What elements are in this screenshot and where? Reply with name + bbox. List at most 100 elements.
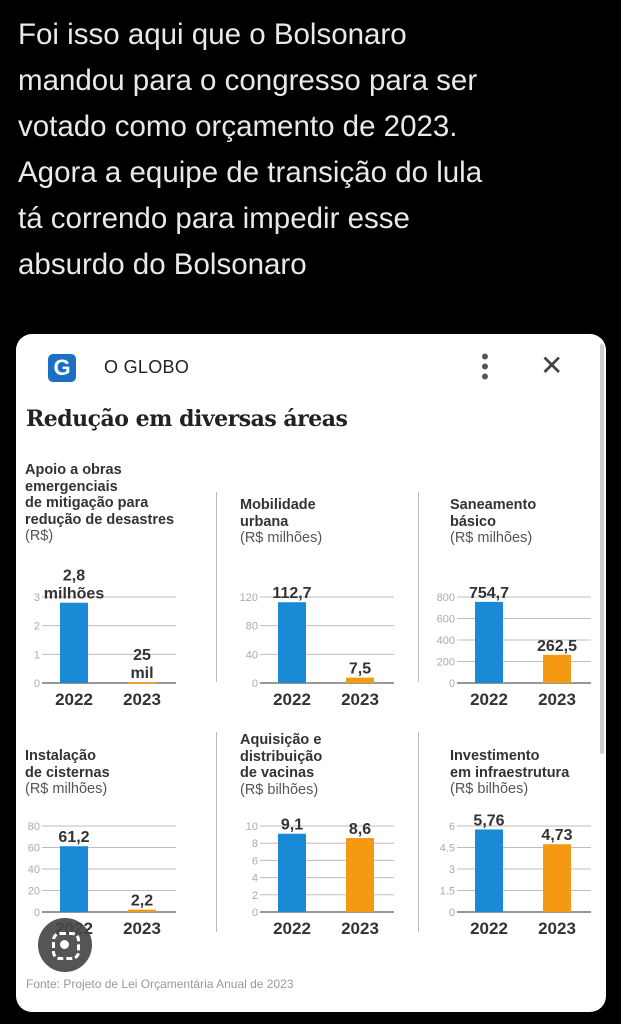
panel-unit: (R$ bilhões) [240, 781, 319, 798]
y-tick-label: 8 [252, 838, 258, 850]
tweet-text: Foi isso aqui que o Bolsonaro mandou par… [18, 12, 613, 288]
chart-title: Redução em diversas áreas [26, 406, 348, 432]
tweet-line: mandou para o congresso para ser [18, 64, 478, 97]
panel-unit: (R$ milhões) [450, 530, 533, 546]
data-label: 2,8 [63, 568, 85, 585]
panel-unit: (R$ milhões) [25, 781, 108, 797]
bar-2023 [346, 838, 374, 912]
panel-title: Saneamento básico (R$ milhões) [450, 497, 536, 547]
y-tick-label: 60 [28, 843, 40, 855]
panel-unit: (R$ bilhões) [450, 781, 529, 797]
tweet-line: Agora a equipe de transição do lula [18, 156, 483, 189]
x-tick-label: 2022 [470, 919, 508, 938]
y-tick-label: 10 [246, 821, 258, 833]
y-tick-label: 6 [449, 821, 455, 833]
bar-chart: 0 40 80 120 112,7 2022 7,5 2023 [240, 585, 394, 709]
y-tick-label: 0 [34, 907, 40, 919]
data-label: 754,7 [469, 585, 509, 602]
x-tick-label: 2023 [538, 919, 576, 938]
bar-2023 [128, 909, 156, 912]
y-tick-label: 2 [34, 621, 40, 633]
source-name: O GLOBO [104, 357, 190, 377]
y-tick-label: 400 [437, 635, 455, 647]
panel-title-line: Investimento [450, 748, 540, 764]
o-globo-logo: G [48, 354, 76, 382]
data-label: 61,2 [58, 829, 89, 846]
y-tick-label: 40 [246, 649, 258, 661]
panel-title: Apoio a obras emergenciais de mitigação pa… [25, 462, 174, 545]
tweet-line: absurdo do Bolsonaro [18, 248, 307, 281]
y-tick-label: 80 [28, 821, 40, 833]
y-tick-label: 0 [252, 678, 258, 690]
x-tick-label: 2023 [341, 919, 379, 938]
x-tick-label: 2022 [273, 919, 311, 938]
y-tick-label: 3 [449, 864, 455, 876]
panel-title-line: de mitigação para [25, 495, 149, 511]
y-tick-label: 600 [437, 614, 455, 626]
x-tick-label: 2023 [123, 919, 161, 938]
panel-title-line: Apoio a obras [25, 462, 122, 478]
panel-title-line: redução de desastres [25, 511, 175, 528]
data-label: 8,6 [349, 821, 371, 838]
bar-2022 [60, 846, 88, 912]
x-tick-label: 2022 [55, 690, 93, 709]
data-label: mil [130, 665, 153, 682]
image-card[interactable]: G O GLOBO • • • ✕ Redução em diversas área… [16, 334, 606, 1012]
x-tick-label: 2023 [538, 690, 576, 709]
panel-title-line: de cisternas [25, 764, 110, 781]
panel-title-line: Saneamento [450, 497, 537, 513]
panel-title-line: emergenciais [25, 478, 118, 495]
data-label: 2,2 [131, 893, 153, 910]
y-tick-label: 20 [28, 886, 40, 898]
data-label: milhões [44, 586, 105, 603]
bar-2022 [60, 602, 88, 683]
scrollbar[interactable] [600, 344, 604, 754]
y-tick-label: 40 [28, 864, 40, 876]
close-icon[interactable]: ✕ [540, 350, 564, 381]
panel-unit: (R$ milhões) [240, 530, 323, 546]
y-tick-label: 0 [449, 907, 455, 919]
data-label: 112,7 [272, 585, 311, 602]
y-tick-label: 0 [449, 678, 455, 690]
panel-title: Aquisição e distribuição de vacinas (R$ bil… [240, 732, 322, 798]
x-tick-label: 2023 [341, 690, 379, 709]
y-tick-label: 4 [252, 873, 258, 885]
bar-2023 [346, 677, 374, 683]
y-tick-label: 1 [34, 649, 40, 661]
google-lens-icon[interactable] [38, 918, 92, 972]
y-tick-label: 200 [437, 657, 455, 669]
panel-title: Mobilidade urbana (R$ milhões) [240, 497, 322, 547]
tweet-line: votado como orçamento de 2023. [18, 110, 458, 143]
data-label: 5,76 [473, 812, 504, 829]
y-tick-label: 80 [246, 621, 258, 633]
x-tick-label: 2023 [123, 690, 161, 709]
y-tick-label: 0 [34, 678, 40, 690]
panel-title-line: Mobilidade [240, 497, 316, 513]
y-tick-label: 2 [252, 890, 258, 902]
divider [418, 732, 419, 932]
panel-title-line: urbana [240, 513, 289, 530]
bar-2022 [475, 829, 503, 912]
tweet-line: tá correndo para impedir esse [18, 202, 410, 235]
bar-2023 [543, 654, 571, 683]
data-label: 4,73 [541, 827, 572, 844]
bar-chart: 0 2 4 6 8 10 9,1 2022 8,6 2023 [246, 817, 394, 938]
y-tick-label: 0 [252, 907, 258, 919]
panel-unit: (R$) [25, 528, 54, 544]
y-tick-label: 120 [240, 592, 258, 604]
x-tick-label: 2022 [273, 690, 311, 709]
y-tick-label: 800 [437, 592, 455, 604]
tweet-line: Foi isso aqui que o Bolsonaro [18, 18, 407, 51]
more-vertical-icon[interactable]: • • • [481, 344, 489, 389]
bar-2023 [543, 844, 571, 912]
y-tick-label: 6 [252, 855, 258, 867]
data-label: 25 [133, 647, 151, 664]
y-tick-label: 4.5 [440, 843, 455, 855]
bar-chart: 0 1.5 3 4.5 6 5,76 2022 4,73 2023 [440, 812, 591, 938]
y-tick-label: 3 [34, 592, 40, 604]
source-note: Fonte: Projeto de Lei Orçamentária Anual… [26, 977, 294, 991]
divider [216, 492, 217, 682]
data-label: 262,5 [537, 638, 577, 655]
x-tick-label: 2022 [470, 690, 508, 709]
